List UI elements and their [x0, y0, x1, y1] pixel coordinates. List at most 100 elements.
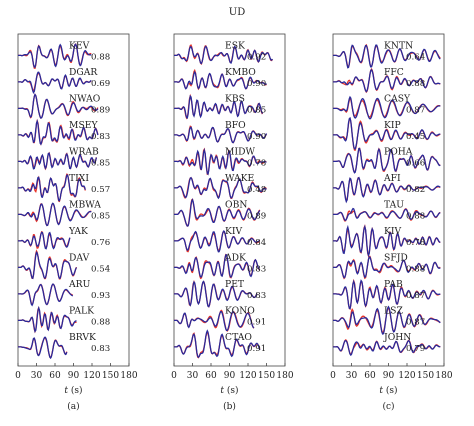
station-label: ESK — [225, 40, 245, 51]
synthetic-trace-nwao — [18, 93, 99, 119]
x-axis-unit: (s) — [383, 385, 398, 396]
correlation-label: 0.88 — [406, 211, 425, 221]
x-tick-label: 150 — [102, 371, 119, 381]
station-label: WAKE — [225, 173, 254, 184]
station-label: KIP — [384, 120, 401, 131]
correlation-label: 0.78 — [406, 238, 425, 248]
correlation-label: 0.83 — [247, 291, 266, 301]
x-axis-label: t (s) — [379, 385, 397, 396]
station-label: TIXI — [69, 173, 89, 184]
synthetic-trace-kev — [18, 43, 92, 68]
x-tick-label: 180 — [120, 371, 137, 381]
station-label: ADK — [224, 252, 246, 263]
synthetic-trace-kono — [174, 310, 255, 332]
station-label: NWAO — [69, 93, 101, 104]
synthetic-trace-ctao — [174, 329, 261, 359]
station-label: CTAO — [225, 332, 252, 343]
station-label: PAB — [384, 279, 403, 290]
correlation-label: 0.91 — [247, 344, 266, 354]
synthetic-trace-sfjd — [333, 256, 441, 279]
synthetic-trace-esk — [174, 45, 273, 65]
panel-label: (a) — [67, 401, 79, 412]
synthetic-trace-palk — [18, 305, 77, 333]
synthetic-trace-mbwa — [18, 202, 92, 227]
x-axis-label: t (s) — [64, 385, 82, 396]
synthetic-trace-aru — [18, 283, 74, 307]
x-tick-label: 0 — [171, 371, 177, 381]
station-label: ARU — [68, 279, 91, 290]
panel-label: (c) — [382, 401, 394, 412]
correlation-label: 0.87 — [406, 317, 425, 327]
synthetic-trace-kbs — [174, 94, 263, 120]
synthetic-trace-tixi — [18, 174, 86, 202]
correlation-label: 0.83 — [91, 344, 110, 354]
synthetic-trace-kmbo — [174, 70, 267, 90]
correlation-label: 0.85 — [91, 211, 110, 221]
x-tick-label: 60 — [205, 371, 217, 381]
x-axis-label: t (s) — [220, 385, 238, 396]
x-tick-label: 30 — [187, 371, 199, 381]
correlation-label: 0.84 — [247, 238, 267, 248]
correlation-label: 0.89 — [91, 105, 110, 115]
observed-trace-pet — [174, 279, 258, 308]
station-label: MSEY — [69, 120, 98, 131]
correlation-label: 0.66 — [406, 158, 425, 168]
correlation-label: 0.88 — [91, 317, 110, 327]
correlation-label: 0.79 — [406, 344, 425, 354]
x-tick-label: 30 — [346, 371, 358, 381]
synthetic-trace-kiv — [174, 230, 260, 253]
station-label: OBN — [225, 199, 247, 210]
station-label: LSZ — [384, 305, 403, 316]
synthetic-trace-pab — [333, 279, 441, 310]
synthetic-trace-dgar — [18, 71, 92, 94]
x-tick-label: 150 — [417, 371, 434, 381]
station-label: DGAR — [69, 67, 98, 78]
station-label: BFO — [225, 120, 246, 131]
correlation-label: 0.85 — [91, 158, 110, 168]
x-tick-label: 60 — [49, 371, 61, 381]
correlation-label: 0.48 — [247, 185, 266, 195]
x-tick-label: 180 — [435, 371, 452, 381]
correlation-label: 0.57 — [91, 185, 110, 195]
station-label: DAV — [69, 252, 90, 263]
synthetic-trace-ffc — [333, 68, 441, 93]
station-label: YAK — [68, 226, 88, 237]
synthetic-trace-poha — [333, 147, 441, 174]
synthetic-trace-pet — [174, 280, 258, 308]
correlation-label: 0.93 — [91, 291, 110, 301]
x-axis-unit: (s) — [68, 385, 83, 396]
station-label: KBS — [225, 93, 245, 104]
synthetic-trace-kip — [333, 116, 441, 150]
station-label: FFC — [384, 67, 404, 78]
correlation-label: 0.78 — [247, 158, 266, 168]
synthetic-trace-kiv — [333, 224, 441, 258]
station-label: JOHN — [383, 332, 411, 343]
station-label: KEV — [69, 40, 90, 51]
correlation-label: 0.88 — [406, 79, 425, 89]
station-label: MIDW — [225, 146, 255, 157]
x-axis-var: t — [379, 386, 383, 396]
station-label: KNTN — [384, 40, 413, 51]
station-label: KONO — [225, 305, 255, 316]
x-axis-unit: (s) — [224, 385, 239, 396]
x-tick-label: 120 — [239, 371, 256, 381]
correlation-label: 0.87 — [406, 291, 425, 301]
correlation-label: 0.45 — [406, 132, 425, 142]
synthetic-trace-brvk — [18, 336, 68, 360]
synthetic-trace-dav — [18, 251, 78, 280]
correlation-label: 0.90 — [247, 132, 266, 142]
correlation-label: 0.83 — [91, 132, 110, 142]
synthetic-trace-msey — [18, 118, 99, 146]
correlation-label: 0.87 — [406, 105, 425, 115]
station-label: CASY — [384, 93, 411, 104]
synthetic-trace-afi — [333, 176, 441, 204]
x-tick-label: 0 — [330, 371, 336, 381]
correlation-label: 0.89 — [247, 211, 266, 221]
correlation-label: 0.88 — [91, 52, 110, 62]
x-tick-label: 120 — [83, 371, 100, 381]
station-label: WRAB — [69, 146, 99, 157]
station-label: KMBO — [225, 67, 256, 78]
